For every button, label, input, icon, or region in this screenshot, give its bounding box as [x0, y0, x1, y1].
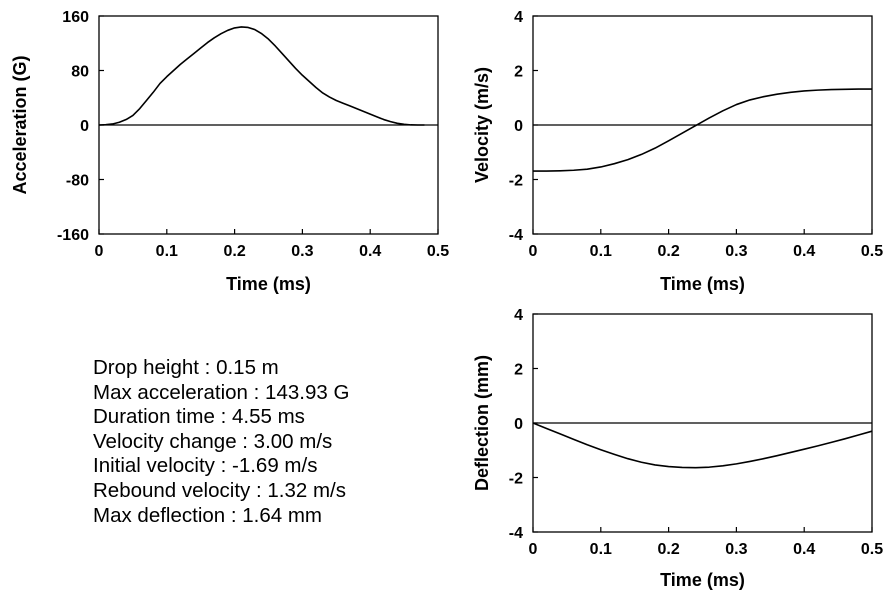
velocity-y-tick-label: 4 [514, 9, 523, 26]
acceleration-x-axis-title: Time (ms) [226, 274, 311, 294]
velocity-x-tick-label: 0.2 [657, 243, 679, 260]
deflection-x-tick-label: 0.4 [793, 541, 815, 558]
deflection-y-tick-label: -2 [509, 471, 523, 488]
acceleration-x-tick-label: 0.4 [359, 243, 381, 260]
deflection-series-line [532, 422, 873, 469]
acceleration-y-tick-label: 160 [62, 9, 89, 26]
velocity-x-tick-label: 0.5 [861, 243, 883, 260]
velocity-change-text: Velocity change : 3.00 m/s [93, 429, 333, 453]
velocity-y-tick-label: -2 [509, 173, 523, 190]
velocity-x-tick-label: 0.1 [590, 243, 612, 260]
deflection-x-axis-title: Time (ms) [660, 570, 745, 590]
acceleration-y-tick-label: -80 [66, 173, 89, 190]
deflection-y-axis-title: Deflection (mm) [472, 355, 492, 491]
acceleration-x-tick-label: 0.3 [291, 243, 313, 260]
deflection-x-tick-label: 0.2 [657, 541, 679, 558]
drop-height-text: Drop height : 0.15 m [93, 356, 279, 379]
deflection-y-tick-label: 4 [514, 307, 523, 324]
deflection-x-tick-label: 0 [529, 541, 538, 558]
rebound-velocity-text: Rebound velocity : 1.32 m/s [93, 478, 346, 502]
acceleration-y-tick-label: -160 [57, 227, 89, 244]
velocity-x-tick-label: 0.3 [725, 243, 747, 260]
deflection-x-tick-label: 0.1 [590, 541, 612, 558]
deflection-y-tick-label: 2 [514, 362, 523, 379]
duration-time-text: Duration time : 4.55 ms [93, 405, 305, 429]
acceleration-x-tick-label: 0.2 [223, 243, 245, 260]
acceleration-x-tick-label: 0 [95, 243, 104, 260]
max-acceleration-text: Max acceleration : 143.93 G [93, 380, 350, 404]
initial-velocity-text: Initial velocity : -1.69 m/s [93, 454, 318, 478]
acceleration-chart: 0 0.1 0.2 0.3 0.4 0.5 160 80 0 -80 -160 Time (ms) Ac… [10, 9, 449, 294]
acceleration-y-tick-label: 80 [71, 64, 89, 81]
acceleration-x-tick-label: 0.1 [156, 243, 178, 260]
acceleration-series-line [98, 26, 425, 126]
velocity-x-axis-title: Time (ms) [660, 274, 745, 294]
deflection-x-tick-label: 0.3 [725, 541, 747, 558]
velocity-x-tick-label: 0.4 [793, 243, 815, 260]
max-deflection-text: Max deflection : 1.64 mm [93, 503, 323, 527]
deflection-chart: 0 0.1 0.2 0.3 0.4 0.5 4 2 0 -2 -4 Time (ms) Deflecti… [472, 307, 883, 590]
velocity-x-tick-label: 0 [529, 243, 538, 260]
velocity-y-axis-title: Velocity (m/s) [472, 67, 492, 183]
velocity-y-tick-label: -4 [509, 227, 523, 244]
deflection-x-tick-label: 0.5 [861, 541, 883, 558]
velocity-series-line [533, 88, 872, 172]
acceleration-y-tick-label: 0 [80, 118, 89, 135]
acceleration-x-tick-label: 0.5 [427, 243, 449, 260]
deflection-y-tick-label: 0 [514, 416, 523, 433]
deflection-y-tick-label: -4 [509, 525, 523, 542]
acceleration-y-axis-title: Acceleration (G) [10, 55, 30, 194]
velocity-y-tick-label: 0 [514, 118, 523, 135]
velocity-chart: 0 0.1 0.2 0.3 0.4 0.5 4 2 0 -2 -4 Time (ms) Velocity… [472, 9, 883, 294]
velocity-y-tick-label: 2 [514, 64, 523, 81]
test-summary: Drop height : 0.15 m Max acceleration : … [93, 356, 349, 528]
